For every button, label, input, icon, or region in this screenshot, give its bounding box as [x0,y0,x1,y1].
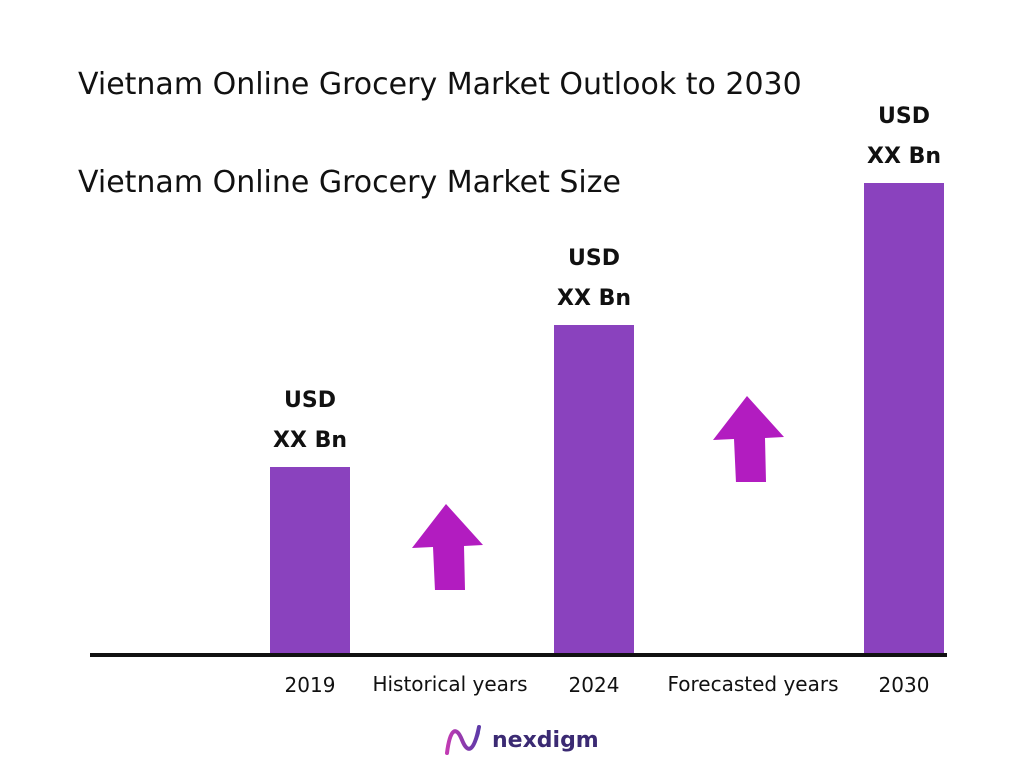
growth-arrow-icon [412,504,483,590]
x-tick-label: 2024 [568,673,620,697]
bar-value-label-line1: USD [568,246,620,271]
bar-value-label-line1: USD [878,104,930,129]
x-tick-label: 2030 [878,673,930,697]
nexdigm-wave-logo-icon [445,725,481,755]
x-axis-line [90,653,947,657]
bar-value-label-line1: USD [284,388,336,413]
bar-2030 [864,183,944,654]
chart-subtitle: Vietnam Online Grocery Market Size [78,165,621,200]
x-tick-label: 2019 [284,673,336,697]
bar-value-label-line2: XX Bn [866,144,941,169]
period-label-forecasted: Forecasted years [667,672,839,696]
logo-text: nexdigm [492,727,599,753]
period-label-historical: Historical years [372,672,528,696]
bar-2019 [270,467,350,654]
growth-arrow-icon [713,396,784,482]
bar-value-label-line2: XX Bn [272,428,347,453]
nexdigm-logo: nexdigm [444,722,599,758]
bar-2024 [554,325,634,654]
bar-value-label-line2: XX Bn [556,286,631,311]
chart-title: Vietnam Online Grocery Market Outlook to… [78,67,802,102]
